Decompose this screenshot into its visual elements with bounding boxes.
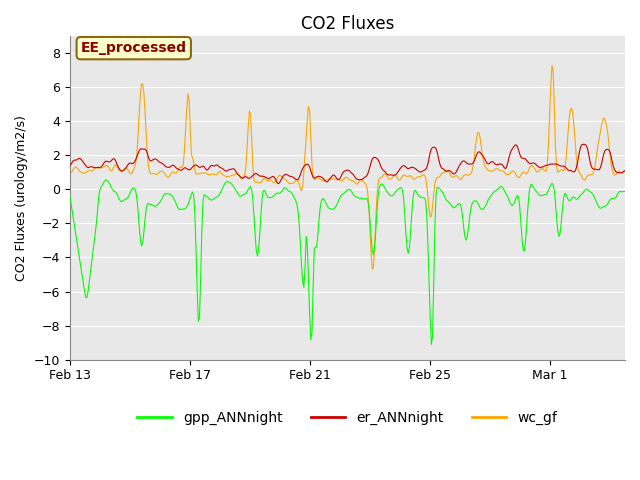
Legend: gpp_ANNnight, er_ANNnight, wc_gf: gpp_ANNnight, er_ANNnight, wc_gf [132,406,563,431]
Y-axis label: CO2 Fluxes (urology/m2/s): CO2 Fluxes (urology/m2/s) [15,115,28,281]
Title: CO2 Fluxes: CO2 Fluxes [301,15,394,33]
Text: EE_processed: EE_processed [81,41,187,55]
